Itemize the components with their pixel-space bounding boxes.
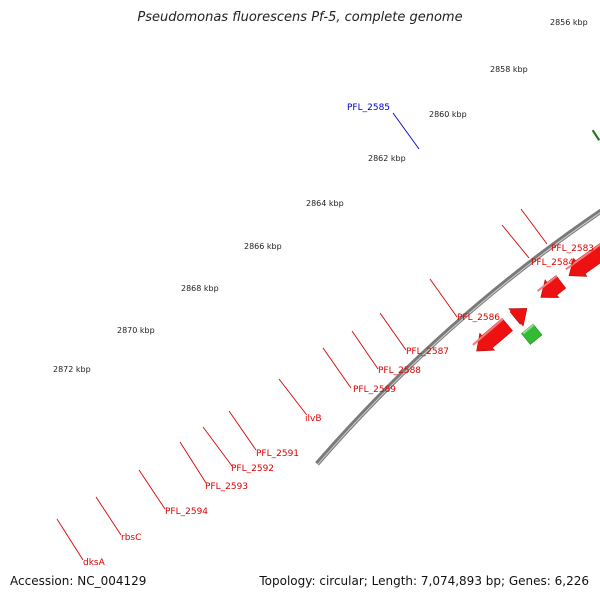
gene-red-2594: [565, 243, 600, 277]
kbp-label: 2860 kbp: [429, 110, 467, 119]
kbp-label: 2864 kbp: [306, 199, 344, 208]
gene-label: PFL_2589: [353, 385, 396, 395]
gene-label-leader: [351, 330, 379, 370]
gene-red-rbsc-highlight: [536, 275, 558, 292]
gene-red-dksa-b-body: [476, 317, 513, 352]
gene-label: PFL_2583: [551, 244, 594, 254]
gene-label-leader: [520, 208, 548, 245]
gene-label-leader: [278, 378, 307, 415]
kbp-label: 2870 kbp: [117, 326, 155, 335]
gene-label-leader: [95, 496, 122, 536]
gene-label: PFL_2594: [165, 507, 208, 517]
gene-label-leader: [501, 224, 530, 259]
gene-label-leader: [322, 347, 352, 389]
gene-red-dksa-a: [508, 308, 528, 327]
kbp-label: 2868 kbp: [181, 284, 219, 293]
gene-label-leader: [429, 278, 458, 318]
gene-red-dksa-b-highlight: [472, 318, 504, 346]
accession-text: Accession: NC_004129: [10, 574, 147, 588]
kbp-label: 2862 kbp: [368, 154, 406, 163]
gene-red-dksa-b: [472, 317, 513, 352]
kbp-label: 2856 kbp: [550, 18, 588, 27]
gene-label: PFL_2592: [231, 464, 274, 474]
gene-label-leader: [392, 112, 420, 150]
gene-label: PFL_2586: [457, 313, 500, 323]
gene-label-leader: [379, 312, 407, 351]
gene-red-dksa-a-body: [508, 308, 528, 327]
gene-label: PFL_2584: [531, 258, 574, 268]
genome-backbone-highlight: [317, 212, 600, 465]
gene-label: PFL_2593: [205, 482, 248, 492]
kbp-label: 2872 kbp: [53, 365, 91, 374]
gene-label: rbsC: [121, 533, 141, 543]
gene-label-leader: [179, 441, 207, 484]
gene-label: ilvB: [305, 414, 322, 424]
gene-label-leader: [202, 426, 233, 467]
topology-text: Topology: circular; Length: 7,074,893 bp…: [259, 574, 589, 588]
genome-backbone: [315, 208, 600, 466]
map-title: Pseudomonas fluorescens Pf-5, complete g…: [137, 10, 463, 25]
gene-green-dksa-highlight: [522, 324, 535, 335]
gene-label: PFL_2588: [378, 366, 421, 376]
kbp-label: 2858 kbp: [490, 65, 528, 74]
gene-green-dksa-body: [521, 323, 543, 345]
kbp-label: 2866 kbp: [244, 242, 282, 251]
gene-label: PFL_2591: [256, 449, 299, 459]
gene-label: dksA: [83, 558, 106, 568]
gene-red-rbsc: [536, 275, 567, 298]
gene-label: PFL_2585: [347, 103, 390, 113]
gene-green-dksa: [521, 323, 543, 345]
gene-label-leader: [56, 518, 84, 561]
gene-label-leader: [228, 410, 257, 451]
gene-label-leader: [138, 469, 166, 510]
gene-red-2594-highlight: [565, 243, 600, 271]
major-tick: [591, 129, 600, 141]
gene-label: PFL_2587: [406, 347, 449, 357]
gene-red-2594-body: [568, 243, 600, 277]
